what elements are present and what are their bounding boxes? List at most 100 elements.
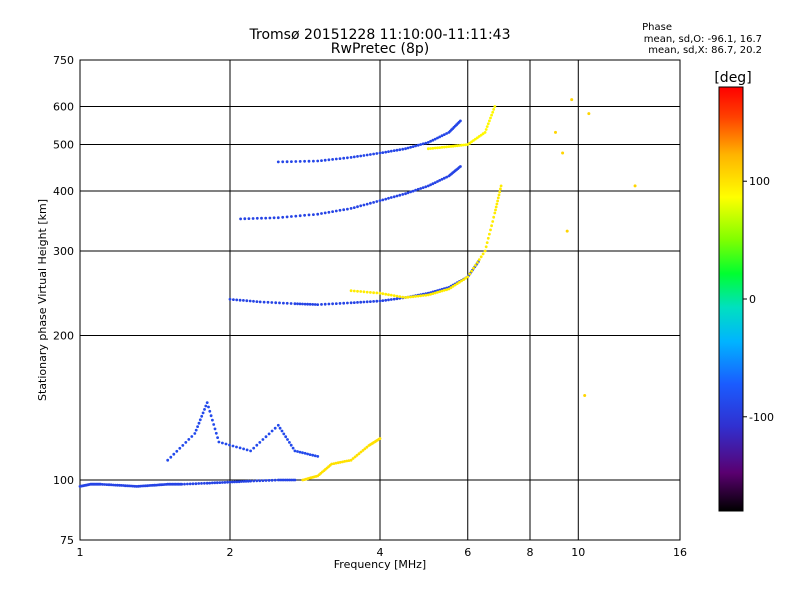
data-point	[395, 294, 399, 298]
data-point	[349, 289, 353, 293]
data-point	[334, 302, 338, 305]
data-point	[375, 299, 379, 303]
data-point	[245, 299, 249, 303]
data-point	[290, 160, 293, 164]
data-point	[369, 153, 372, 156]
data-point	[228, 443, 231, 447]
phase-stats-label: Phase	[642, 22, 672, 33]
data-point	[565, 229, 569, 233]
chart-title: Tromsø 20151228 11:10:00-11:11:43	[249, 27, 511, 43]
data-point	[285, 301, 289, 305]
data-point	[474, 264, 477, 267]
series-o-mode-f2-3rd-hop	[276, 119, 462, 164]
data-point	[311, 303, 315, 306]
data-point	[470, 269, 473, 273]
data-point	[191, 482, 195, 486]
series-o-mode-f2-1st-hop	[228, 260, 480, 306]
data-point	[323, 302, 327, 306]
data-point	[342, 208, 346, 212]
chart-subtitle: RwPretec (8p)	[330, 41, 430, 57]
data-point	[398, 295, 402, 298]
data-point	[235, 445, 238, 449]
data-point	[353, 455, 357, 459]
data-point	[369, 201, 372, 205]
data-point	[489, 116, 492, 120]
data-point	[352, 155, 356, 159]
data-point	[308, 453, 312, 456]
data-point	[278, 301, 281, 305]
data-point	[320, 159, 323, 163]
data-point	[372, 201, 375, 204]
data-point	[342, 301, 346, 305]
data-point	[490, 113, 493, 117]
data-point	[267, 479, 271, 482]
data-point	[286, 438, 289, 441]
data-point	[490, 224, 493, 228]
data-point	[349, 458, 353, 462]
series-o-mode-e-sporadic	[166, 401, 320, 462]
data-point	[332, 462, 336, 465]
data-point	[424, 141, 428, 145]
data-point	[485, 125, 489, 128]
data-point	[359, 154, 363, 158]
data-point	[553, 130, 557, 134]
data-point	[429, 147, 432, 150]
data-point	[351, 457, 355, 460]
data-point	[436, 290, 439, 294]
data-point	[492, 108, 496, 111]
data-point	[347, 459, 351, 462]
data-point	[303, 213, 306, 217]
data-point	[298, 214, 302, 218]
data-point	[255, 300, 259, 303]
data-point	[419, 187, 423, 190]
data-point	[281, 215, 285, 219]
data-point	[316, 455, 320, 458]
data-point	[288, 441, 291, 444]
data-point	[445, 145, 448, 149]
data-point	[196, 425, 200, 428]
data-point	[387, 150, 390, 154]
y-tick-label: 75	[60, 534, 74, 547]
data-point	[301, 451, 304, 455]
data-point	[235, 298, 239, 302]
data-point	[298, 302, 302, 306]
data-point	[184, 441, 188, 444]
data-point	[442, 145, 446, 149]
data-point	[378, 291, 382, 295]
data-point	[392, 294, 396, 297]
data-point	[492, 215, 496, 219]
data-point	[294, 160, 298, 163]
data-point	[327, 302, 331, 306]
y-tick-label: 300	[53, 245, 74, 258]
data-point	[211, 418, 214, 422]
data-point	[438, 290, 442, 293]
data-point	[436, 146, 439, 150]
data-point	[232, 298, 235, 301]
data-point	[447, 287, 451, 291]
data-point	[255, 216, 259, 220]
data-point	[409, 295, 412, 299]
data-point	[194, 428, 198, 432]
data-point	[416, 187, 420, 191]
y-tick-label: 750	[53, 54, 74, 67]
data-point	[280, 429, 284, 433]
y-tick-label: 500	[53, 139, 74, 152]
data-point	[109, 483, 113, 487]
data-point	[336, 461, 340, 465]
colorbar-tick-label: 0	[749, 293, 756, 306]
data-point	[285, 215, 289, 219]
data-point	[406, 191, 410, 195]
data-point	[301, 302, 304, 306]
series-o-mode-f2-2nd-hop	[239, 165, 462, 221]
data-point	[338, 157, 342, 161]
data-point	[436, 180, 439, 183]
data-point	[323, 158, 327, 162]
data-point	[249, 479, 253, 483]
data-point	[359, 204, 363, 208]
data-point	[230, 480, 234, 484]
data-point	[320, 303, 323, 306]
data-point	[180, 482, 184, 486]
data-point	[389, 196, 393, 199]
data-point	[242, 447, 246, 451]
data-point	[238, 446, 242, 450]
